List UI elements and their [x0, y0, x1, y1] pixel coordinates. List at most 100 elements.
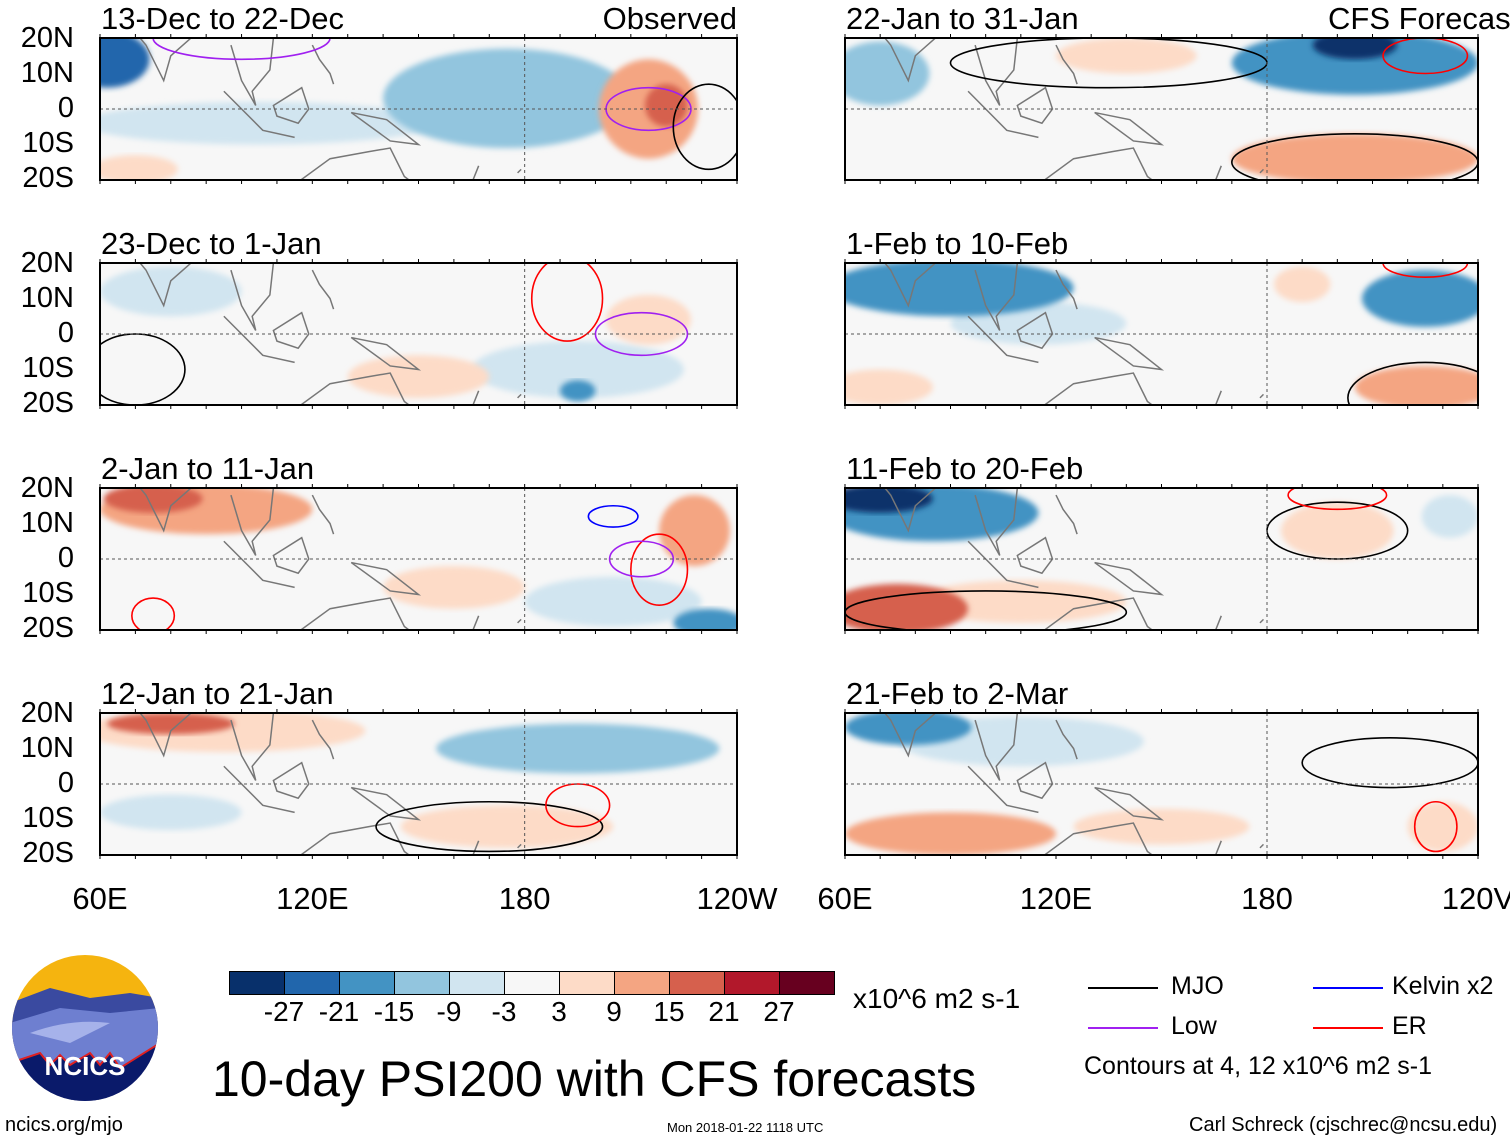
low-line-swatch — [1088, 1027, 1158, 1029]
lat-label: 10S — [22, 577, 74, 609]
contour-mjo — [100, 333, 186, 405]
contour-er — [630, 533, 689, 606]
panel-title: 11-Feb to 20-Feb — [846, 451, 1084, 486]
lat-label: 20S — [22, 162, 74, 194]
anomaly-shading — [1231, 38, 1478, 95]
lon-label: 120E — [276, 881, 349, 916]
anomaly-shading — [644, 84, 688, 127]
contour-low — [608, 540, 675, 578]
map-panel — [99, 709, 738, 859]
lat-label: 0 — [57, 317, 74, 349]
lat-label: 10N — [20, 732, 74, 764]
panel-title: 12-Jan to 21-Jan — [101, 676, 334, 711]
anomaly-shading — [673, 608, 737, 630]
coastline — [139, 263, 522, 405]
anomaly-shading — [100, 266, 242, 317]
colorbar-swatch — [285, 972, 340, 994]
contour-er — [1413, 800, 1458, 853]
anomaly-shading — [1354, 365, 1478, 405]
anomaly-shading — [436, 723, 720, 774]
panel-title: 21-Feb to 2-Mar — [846, 676, 1069, 711]
colorbar-label: -27 — [263, 996, 305, 1027]
contour-er — [1382, 38, 1469, 75]
map-panel — [99, 484, 738, 634]
contour-note: Contours at 4, 12 x10^6 m2 s-1 — [1084, 1052, 1433, 1080]
colorbar-label: 9 — [606, 996, 622, 1027]
anomaly-shading — [1312, 38, 1398, 60]
logo-text: NCICS — [45, 1051, 126, 1081]
colorbar-swatch — [230, 972, 285, 994]
colorbar-swatch — [340, 972, 395, 994]
anomaly-shading — [560, 380, 596, 402]
lat-label: 20N — [20, 247, 74, 279]
lat-label: 20S — [22, 612, 74, 644]
kelvin-line-swatch — [1313, 987, 1383, 989]
coastline — [139, 713, 522, 855]
lat-label: 20N — [20, 22, 74, 54]
contour-kelvin-x2 — [587, 504, 639, 528]
anomaly-shading — [383, 48, 631, 149]
lon-label: 60E — [817, 881, 873, 916]
lon-label: 180 — [1241, 881, 1293, 916]
colorbar-label: -21 — [318, 996, 360, 1027]
anomaly-shading — [1361, 270, 1478, 327]
lat-label: 20S — [22, 837, 74, 869]
lon-label: 180 — [498, 881, 551, 916]
lat-label: 20N — [20, 472, 74, 504]
anomaly-shading — [100, 38, 150, 88]
colorbar-swatch — [670, 972, 725, 994]
colorbar-swatch — [780, 972, 834, 994]
lat-label: 10S — [22, 127, 74, 159]
site-url[interactable]: ncics.org/mjo — [5, 1114, 123, 1136]
coastline — [883, 263, 1265, 405]
anomaly-shading — [383, 566, 525, 609]
colorbar-label: -15 — [373, 996, 415, 1027]
anomaly-shading — [1281, 502, 1394, 559]
coastline — [139, 488, 522, 630]
anomaly-shading — [347, 355, 490, 398]
legend-er: ER — [1392, 1012, 1427, 1040]
colorbar-label: -3 — [491, 996, 517, 1027]
lat-label: 20N — [20, 697, 74, 729]
panel-title: 13-Dec to 22-Dec — [101, 1, 344, 36]
legend-kelvin: Kelvin x2 — [1392, 972, 1494, 1000]
contour-er — [530, 263, 604, 342]
anomaly-shading — [845, 583, 969, 630]
anomaly-shading — [845, 812, 1056, 855]
contour-mjo — [672, 83, 737, 171]
anomaly-shading — [1056, 38, 1197, 74]
colorbar — [229, 971, 835, 995]
figure-title: 10-day PSI200 with CFS forecasts — [212, 1051, 977, 1107]
panel-header-right: CFS Forecast — [1328, 1, 1510, 36]
lat-label: 0 — [57, 542, 74, 574]
ncics-logo: NCICS — [12, 955, 158, 1101]
panel-header-right: Observed — [602, 1, 737, 36]
anomaly-shading — [1073, 808, 1250, 845]
contour-er — [1287, 488, 1388, 511]
anomaly-shading — [107, 713, 235, 735]
lat-label: 10N — [20, 57, 74, 89]
legend-low: Low — [1171, 1012, 1217, 1040]
panel-title: 1-Feb to 10-Feb — [846, 226, 1069, 261]
colorbar-label: 27 — [763, 996, 795, 1027]
anomaly-shading — [845, 713, 972, 745]
colorbar-swatch — [505, 972, 560, 994]
er-line-swatch — [1313, 1027, 1383, 1029]
timestamp: Mon 2018-01-22 1118 UTC — [667, 1120, 824, 1135]
anomaly-shading — [400, 805, 614, 848]
coastline — [883, 488, 1265, 630]
contour-er — [1382, 263, 1469, 278]
panel-title: 2-Jan to 11-Jan — [101, 451, 315, 486]
anomaly-shading — [100, 101, 437, 145]
lat-label: 10S — [22, 352, 74, 384]
colorbar-label: -9 — [436, 996, 462, 1027]
units-label: x10^6 m2 s-1 — [853, 983, 1021, 1014]
anomaly-shading — [845, 369, 933, 405]
coastline — [883, 713, 1265, 855]
contour-mjo — [375, 800, 604, 853]
anomaly-shading — [1231, 133, 1478, 180]
colorbar-label: 3 — [551, 996, 567, 1027]
anomaly-shading — [845, 41, 930, 106]
lat-label: 20S — [22, 387, 74, 419]
contour-er — [545, 783, 611, 828]
